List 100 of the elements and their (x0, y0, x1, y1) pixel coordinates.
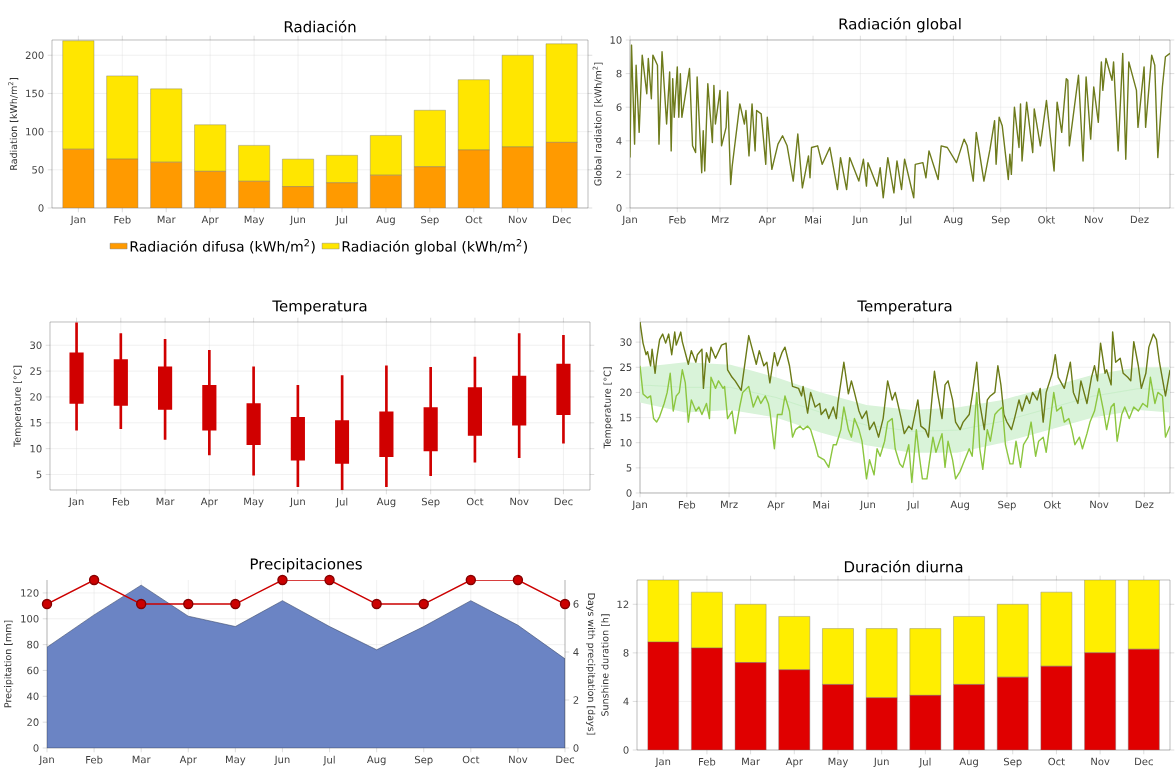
x-tick-label: Dec (556, 755, 575, 764)
x-tick-label: Nov (510, 497, 529, 506)
y2-tick-label: 4 (573, 648, 579, 656)
x-tick-label: Jul (335, 215, 348, 226)
x-tick-label: Aug (376, 497, 396, 508)
x-tick-label: Mai (813, 500, 830, 509)
x-tick-label: Aug (376, 215, 395, 226)
x-tick-label: Jun (289, 215, 305, 226)
y-tick-label: 100 (26, 127, 44, 136)
x-tick-label: Jul (906, 500, 919, 511)
y2-tick-label: 0 (573, 744, 579, 752)
y-axis-title: Sunshine duration [h] (601, 614, 610, 716)
x-tick-label: Dec (554, 497, 573, 506)
candlestick (467, 356, 482, 463)
x-tick-label: Mar (742, 757, 761, 766)
legend-label: Radiación global (kWh/m$^{2}$) (342, 239, 527, 255)
x-tick-label: Feb (112, 497, 130, 506)
x-tick-label: Mar (132, 755, 151, 764)
y-tick-label: 10 (610, 36, 622, 44)
chart-title: Precipitaciones (250, 557, 362, 573)
x-tick-label: Nov (509, 755, 528, 764)
y-axis-title: Global radiation [kWh/m$^{2}$] (592, 62, 603, 186)
x-tick-label: Jan (68, 497, 84, 508)
candlestick (556, 334, 571, 444)
y-tick-label: 12 (617, 600, 629, 608)
x-tick-label: Apr (758, 215, 776, 226)
y-axis-title: Radiation [kWh/m$^{2}$] (8, 78, 19, 170)
x-tick-label: Sep (998, 500, 1016, 511)
y-tick-label: 4 (623, 697, 629, 706)
y-tick-label: 8 (623, 649, 629, 657)
x-tick-label: Jun (289, 497, 305, 508)
x-tick-label: Dez (1130, 215, 1149, 224)
x-tick-label: Jan (655, 757, 671, 768)
x-tick-label: Jun (859, 500, 875, 511)
x-tick-label: Jan (70, 215, 86, 226)
x-tick-label: Aug (950, 500, 969, 511)
x-tick-label: Nov (1091, 757, 1110, 766)
y-axis-title: Temperature [°C] (603, 367, 613, 449)
x-tick-label: Jan (621, 215, 637, 226)
candlestick (423, 366, 438, 477)
x-tick-label: Sep (414, 755, 433, 766)
x-tick-label: Mar (156, 497, 175, 506)
x-tick-label: May (244, 215, 265, 226)
x-tick-label: Sep (421, 215, 439, 226)
y-tick-label: 10 (620, 438, 632, 447)
candlestick (379, 365, 394, 487)
candlestick (113, 333, 128, 429)
x-tick-label: Jul (899, 215, 912, 226)
y-tick-label: 150 (26, 89, 44, 98)
y-tick-label: 8 (616, 69, 622, 78)
x-tick-label: Apr (179, 755, 197, 766)
y-tick-label: 0 (623, 746, 629, 754)
x-tick-label: Sep (991, 215, 1010, 226)
chart-title: Duración diurna (844, 560, 963, 573)
x-tick-label: Okt (1038, 215, 1056, 224)
chart-title: Radiación global (839, 17, 961, 33)
x-tick-label: Oct (466, 497, 484, 506)
legend-label: Radiación difusa (kWh/m$^{2}$) (130, 239, 315, 254)
y-tick-label: 0 (33, 744, 39, 752)
x-tick-label: Oct (465, 215, 483, 224)
x-tick-label: Aug (959, 757, 978, 768)
y-tick-label: 20 (30, 393, 42, 401)
y-tick-label: 30 (620, 338, 632, 346)
x-tick-label: Dec (1135, 757, 1153, 766)
y-tick-label: 100 (21, 614, 39, 623)
x-tick-label: Okt (1044, 500, 1061, 509)
x-tick-label: Jan (38, 755, 54, 766)
y2-tick-label: 2 (573, 696, 579, 704)
y-axis-title: Precipitation [mm] (4, 620, 14, 708)
x-tick-label: Sep (421, 497, 440, 508)
y-tick-label: 0 (616, 204, 622, 212)
y-tick-label: 15 (30, 419, 42, 427)
candlestick (335, 375, 350, 490)
y-tick-label: 4 (616, 137, 622, 145)
x-tick-label: Feb (678, 500, 696, 509)
x-tick-label: Jul (323, 755, 335, 766)
y-tick-label: 6 (616, 103, 622, 111)
x-tick-label: Jul (918, 757, 931, 768)
y-tick-label: 20 (27, 718, 39, 726)
x-tick-label: Mai (805, 215, 821, 224)
x-tick-label: Nov (1084, 215, 1104, 224)
x-tick-label: Jan (631, 500, 647, 511)
x-tick-label: Aug (366, 755, 386, 766)
y-tick-label: 0 (38, 204, 44, 212)
x-tick-label: Jun (274, 755, 290, 766)
x-tick-label: Dez (1135, 500, 1154, 509)
y-tick-label: 25 (620, 363, 632, 372)
x-tick-label: Apr (785, 757, 803, 768)
x-tick-label: Feb (114, 215, 131, 224)
chart-title: Temperatura (272, 300, 367, 315)
y2-axis-title: Days with precipitation [days] (586, 593, 596, 735)
x-tick-label: May (244, 497, 264, 508)
x-tick-label: Jun (852, 215, 868, 226)
y2-tick-label: 6 (573, 600, 579, 608)
x-tick-label: Nov (1090, 500, 1109, 509)
candlestick (158, 339, 173, 440)
y-tick-label: 2 (616, 170, 622, 179)
x-tick-label: Mar (157, 215, 176, 224)
y-tick-label: 120 (21, 589, 39, 597)
y-tick-label: 0 (626, 489, 632, 497)
